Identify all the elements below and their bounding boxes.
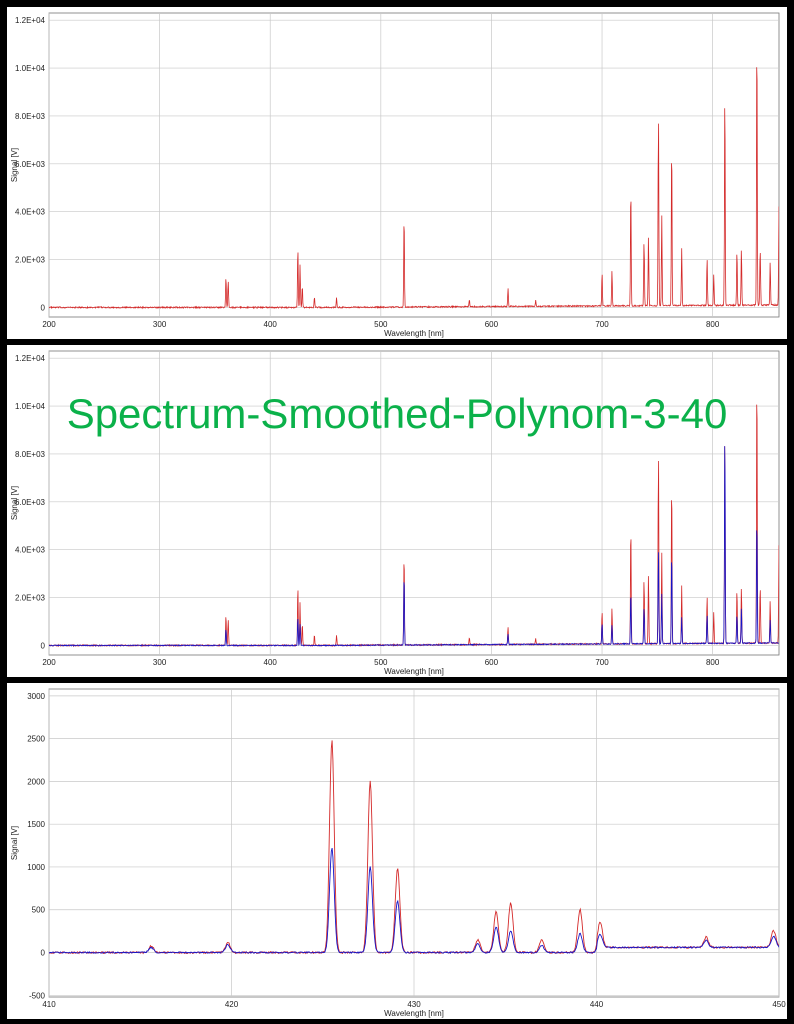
y-tick-label: 1.2E+04	[15, 354, 46, 363]
x-tick-label: 700	[595, 320, 609, 329]
x-axis-label: Wavelength [nm]	[384, 1009, 444, 1018]
y-tick-label: 8.0E+03	[15, 112, 46, 121]
y-tick-label: 2.0E+03	[15, 256, 46, 265]
x-tick-label: 500	[374, 658, 388, 667]
y-tick-label: 3000	[27, 692, 45, 701]
x-tick-label: 450	[772, 1000, 786, 1009]
y-tick-label: 8.0E+03	[15, 450, 46, 459]
x-tick-label: 200	[42, 658, 56, 667]
chart-panel-zoom: 410 420 430 440 450 -500 0 500 1000 1500 2000 2500 3…	[7, 683, 787, 1019]
plot-area	[49, 13, 779, 317]
y-tick-label: 0	[41, 641, 46, 650]
x-tick-label: 400	[264, 658, 278, 667]
overlay-title: Spectrum-Smoothed-Polynom-3-40	[0, 390, 794, 438]
x-tick-label: 300	[153, 320, 167, 329]
x-tick-label: 800	[706, 658, 720, 667]
y-tick-label: 6.0E+03	[15, 160, 46, 169]
chart-zoom-410-450: 410 420 430 440 450 -500 0 500 1000 1500 2000 2500 3…	[7, 683, 787, 1019]
y-axis-label: Signal [V]	[10, 486, 19, 520]
y-tick-label: 1.2E+04	[15, 16, 46, 25]
y-tick-label: 2500	[27, 735, 45, 744]
x-tick-label: 420	[225, 1000, 239, 1009]
x-tick-label: 400	[264, 320, 278, 329]
y-axis-label: Signal [V]	[10, 148, 19, 182]
x-tick-label: 700	[595, 658, 609, 667]
y-tick-label: 2000	[27, 777, 45, 786]
x-tick-label: 600	[485, 658, 499, 667]
x-axis-label: Wavelength [nm]	[384, 667, 444, 676]
x-tick-label: 440	[590, 1000, 604, 1009]
y-tick-label: 2.0E+03	[15, 594, 46, 603]
y-tick-label: -500	[29, 991, 46, 1000]
y-axis-label: Signal [V]	[10, 826, 19, 860]
y-tick-label: 500	[32, 906, 46, 915]
x-tick-label: 800	[706, 320, 720, 329]
y-tick-label: 4.0E+03	[15, 208, 46, 217]
chart-raw-spectrum: 200 300 400 500 600 700 800 0 2.0E+03 4.0E+03 6.0E…	[7, 7, 787, 339]
x-tick-label: 600	[485, 320, 499, 329]
x-tick-label: 200	[42, 320, 56, 329]
y-tick-label: 0	[41, 949, 46, 958]
y-tick-label: 1.0E+04	[15, 64, 46, 73]
x-tick-label: 300	[153, 658, 167, 667]
x-tick-label: 500	[374, 320, 388, 329]
x-tick-label: 410	[42, 1000, 56, 1009]
y-tick-label: 4.0E+03	[15, 546, 46, 555]
x-tick-label: 430	[407, 1000, 421, 1009]
y-tick-label: 1500	[27, 820, 45, 829]
y-tick-label: 6.0E+03	[15, 498, 46, 507]
x-axis-label: Wavelength [nm]	[384, 329, 444, 338]
chart-panel-full-raw: 200 300 400 500 600 700 800 0 2.0E+03 4.0E+03 6.0E…	[7, 7, 787, 339]
y-tick-label: 1000	[27, 863, 45, 872]
y-tick-label: 0	[41, 303, 46, 312]
